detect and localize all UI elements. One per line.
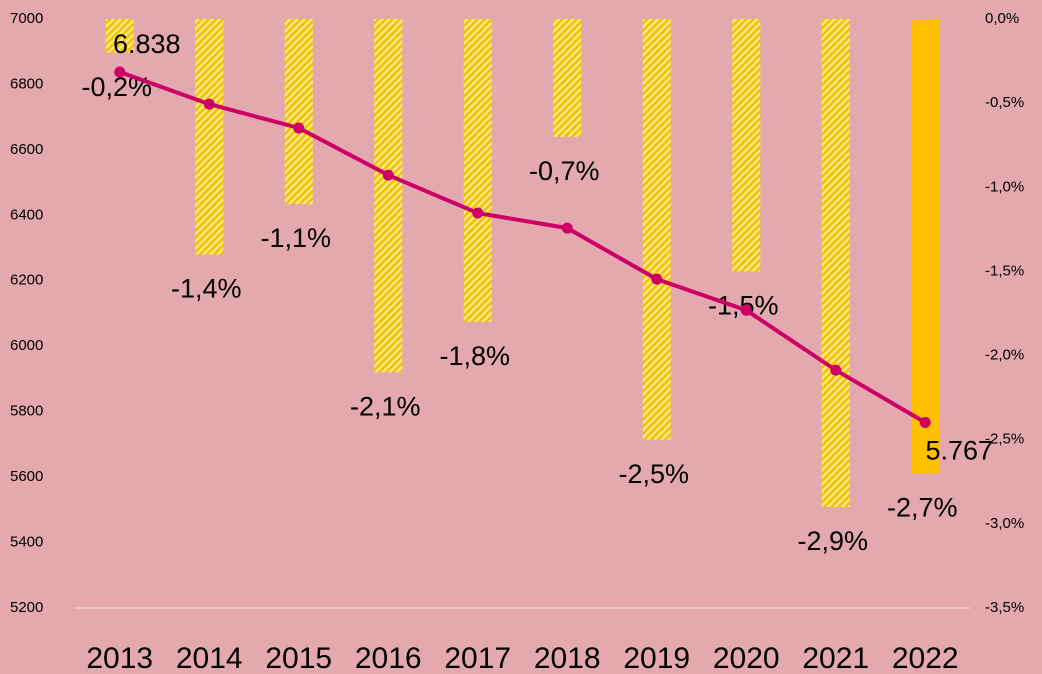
bar	[284, 19, 313, 205]
y-tick-label: 5800	[10, 403, 43, 420]
bar-value-label: -1,5%	[708, 291, 779, 321]
y-tick-label: 5200	[10, 599, 43, 616]
line-point	[472, 207, 484, 219]
bar	[553, 19, 582, 137]
bar-value-label: -2,9%	[797, 526, 868, 556]
line-point	[830, 364, 842, 376]
y2-tick-label: -1,5%	[985, 262, 1024, 279]
y-tick-label: 7000	[10, 10, 43, 27]
bar-value-label: -0,2%	[81, 72, 152, 102]
line-point	[740, 304, 752, 316]
y2-tick-label: -0,5%	[985, 94, 1024, 111]
bar	[463, 19, 492, 322]
bar	[374, 19, 403, 373]
y-tick-label: 5400	[10, 534, 43, 551]
line-value-label: 6.838	[113, 29, 181, 59]
bar	[732, 19, 761, 272]
y-tick-label: 6600	[10, 141, 43, 158]
bar-value-label: -1,8%	[439, 341, 510, 371]
line-point	[114, 66, 126, 78]
bar-value-label: -2,5%	[618, 459, 689, 489]
bar-value-label: -0,7%	[529, 156, 600, 186]
bar	[642, 19, 671, 440]
y-tick-label: 6400	[10, 206, 43, 223]
bar-value-label: -2,7%	[887, 492, 958, 522]
x-tick-label: 2022	[892, 642, 959, 674]
x-tick-label: 2018	[534, 642, 601, 674]
x-tick-label: 2015	[265, 642, 332, 674]
bar-value-label: -1,1%	[260, 223, 331, 253]
x-tick-label: 2016	[355, 642, 422, 674]
bar	[911, 19, 940, 474]
line-point	[919, 416, 931, 428]
y2-tick-label: -2,5%	[985, 431, 1024, 448]
line-value-label: 5.767	[925, 436, 993, 466]
y-tick-label: 5600	[10, 468, 43, 485]
y2-tick-label: -1,0%	[985, 178, 1024, 195]
y-tick-label: 6000	[10, 337, 43, 354]
bar	[105, 19, 134, 53]
line-point	[203, 98, 215, 110]
line-point	[561, 222, 573, 234]
x-tick-label: 2013	[86, 642, 153, 674]
y2-tick-label: -3,5%	[985, 599, 1024, 616]
bar-value-label: -2,1%	[350, 392, 421, 422]
bar-value-label: -1,4%	[171, 274, 242, 304]
y2-tick-label: -3,0%	[985, 515, 1024, 532]
x-tick-label: 2019	[623, 642, 690, 674]
y-tick-label: 6200	[10, 272, 43, 289]
line	[119, 70, 927, 425]
line-point	[382, 169, 394, 181]
x-tick-label: 2017	[444, 642, 511, 674]
x-tick-label: 2014	[176, 642, 243, 674]
x-tick-label: 2020	[713, 642, 780, 674]
line-point	[293, 122, 305, 134]
y2-tick-label: 0,0%	[985, 10, 1019, 27]
line-point	[651, 273, 663, 285]
bar	[821, 19, 850, 508]
y2-tick-label: -2,0%	[985, 347, 1024, 364]
x-tick-label: 2021	[802, 642, 869, 674]
y-tick-label: 6800	[10, 75, 43, 92]
bar	[195, 19, 224, 255]
